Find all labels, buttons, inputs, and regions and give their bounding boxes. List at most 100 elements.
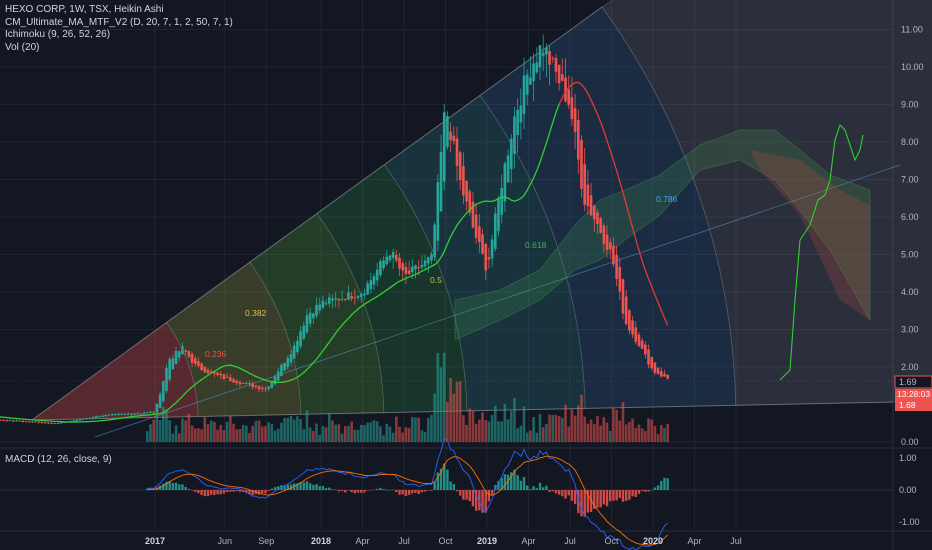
candle-body-98 (184, 350, 187, 352)
candle-body-235 (621, 279, 625, 314)
macd-hist-160 (382, 489, 385, 490)
indicator-ma-label[interactable]: CM_Ultimate_MA_MTF_V2 (D, 20, 7, 1, 2, 5… (5, 16, 233, 28)
time-tick-label-10: Jul (564, 536, 576, 546)
macd-tick-label-1: 0.00 (899, 485, 917, 495)
macd-hist-134 (299, 482, 302, 490)
fib-arc-band-1 (165, 261, 302, 417)
time-tick-label-3: Sep (258, 536, 274, 546)
candle-body-168 (407, 270, 411, 274)
macd-hist-236 (624, 490, 628, 501)
candle-body-184 (458, 152, 462, 181)
trend-line (94, 164, 901, 438)
candle-body-47 (21, 420, 25, 422)
macd-hist-139 (315, 484, 318, 490)
volume-bar-95 (174, 425, 178, 442)
volume-bar-127 (276, 428, 280, 442)
volume-bar-200 (509, 410, 513, 442)
volume-bar-162 (388, 426, 392, 442)
macd-hist-220 (573, 490, 577, 505)
candle-body-233 (615, 254, 618, 279)
candle-body-224 (586, 184, 590, 207)
axes: 11.00 10.00 9.00 8.00 7.00 6.00 5.00 4.00 3.00 2.… (0, 25, 932, 546)
macd-hist-143 (328, 487, 331, 490)
volume-bar-104 (203, 417, 207, 442)
candle-body-120 (254, 385, 258, 387)
volume-bar-113 (232, 423, 235, 442)
macd-hist-154 (363, 490, 366, 493)
volume-bar-194 (490, 415, 494, 442)
time-tick-label-7: Oct (438, 536, 453, 546)
macd-hist-172 (420, 490, 424, 493)
time-tick-label-9: Apr (521, 536, 535, 546)
candle-body-161 (385, 256, 389, 265)
macd-hist-206 (529, 489, 532, 490)
candle-body-185 (462, 166, 465, 196)
symbol-title[interactable]: HEXO CORP, 1W, TSX, Heikin Ashi (5, 4, 164, 15)
fib-level-labels: 0.236 0.382 0.5 0.618 0.786 (205, 194, 678, 359)
candle-body-166 (401, 263, 405, 271)
ichimoku-cloud-bearish (750, 150, 870, 320)
chart-legend: HEXO CORP, 1W, TSX, Heikin Ashi CM_Ultim… (5, 4, 233, 54)
volume-bar-180 (446, 402, 449, 442)
candle-body-116 (241, 383, 245, 385)
volume-bar-131 (289, 415, 293, 442)
volume-bar-236 (624, 424, 628, 442)
volume-bar-145 (334, 424, 337, 442)
candle-body-114 (235, 380, 239, 384)
candle-body-54 (43, 422, 47, 424)
volume-bar-196 (497, 421, 500, 442)
volume-bar-143 (328, 412, 331, 442)
volume-bar-147 (340, 433, 344, 442)
macd-hist-188 (471, 490, 475, 507)
candle-body-111 (225, 376, 229, 378)
fib-label-3: 0.618 (525, 240, 547, 250)
candle-body-67 (85, 418, 88, 420)
candle-body-144 (331, 298, 334, 301)
candle-body-196 (497, 198, 500, 232)
candle-body-118 (248, 383, 251, 385)
candle-body-110 (222, 374, 226, 380)
macd-hist-237 (628, 490, 631, 500)
candle-body-234 (618, 266, 622, 292)
macd-hist-157 (372, 489, 376, 491)
candle-body-189 (474, 214, 478, 238)
macd-hist-189 (474, 490, 478, 511)
volume-bar-232 (612, 407, 615, 442)
indicator-volume-label[interactable]: Vol (20) (5, 41, 40, 53)
candle-body-165 (398, 257, 401, 269)
candle-body-40 (0, 419, 2, 421)
volume-bar-249 (666, 423, 669, 442)
volume-bar-229 (602, 417, 606, 442)
candle-body-63 (72, 420, 76, 422)
macd-hist-168 (407, 490, 411, 495)
macd-hist-175 (430, 490, 433, 491)
volume-bar-177 (436, 352, 440, 442)
volume-bar-241 (640, 428, 644, 442)
macd-hist-159 (379, 487, 382, 490)
candle-body-244 (650, 357, 654, 369)
macd-hist-203 (519, 480, 523, 490)
macd-hist-102 (197, 490, 200, 494)
volume-bar-89 (155, 410, 159, 442)
macd-hist-229 (602, 490, 606, 505)
volume-bar-170 (414, 417, 417, 442)
macd-hist-213 (551, 490, 554, 492)
candle-body-227 (596, 212, 599, 224)
volume-bar-182 (452, 393, 456, 442)
macd-hist-144 (331, 489, 334, 490)
candle-body-242 (644, 344, 647, 355)
volume-bar-123 (264, 426, 267, 442)
candle-body-241 (640, 340, 644, 349)
countdown-timer-label: 13:28:03 (897, 389, 930, 399)
volume-bar-237 (628, 421, 631, 442)
price-tick-label-0: 11.00 (901, 25, 923, 35)
indicator-ichimoku-label[interactable]: Ichimoku (9, 26, 52, 26) (5, 29, 111, 40)
macd-hist-92 (165, 481, 168, 490)
volume-bar-122 (260, 426, 264, 442)
macd-hist-113 (232, 490, 235, 492)
candle-body-132 (292, 345, 296, 359)
candle-body-50 (31, 421, 34, 423)
macd-legend[interactable]: MACD (12, 26, close, 9) (5, 454, 112, 465)
candle-body-206 (529, 77, 532, 85)
